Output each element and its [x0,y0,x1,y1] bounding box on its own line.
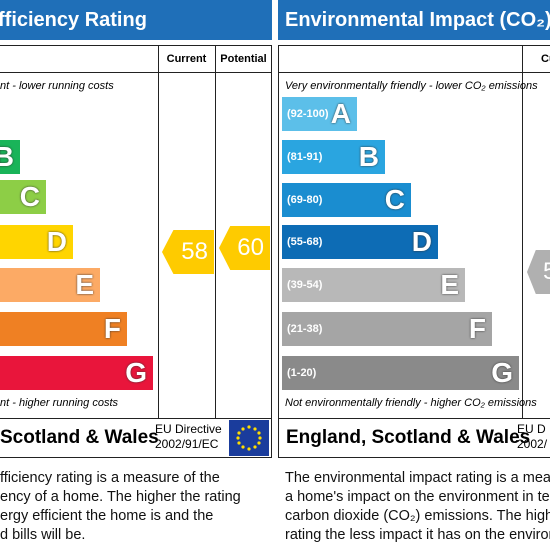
rating-band: (69-80) C [282,183,411,217]
band-letter: E [440,269,459,300]
rating-band: C [0,180,46,214]
band-letter: C [19,181,40,212]
band-letter: G [125,357,147,388]
band-range: (21-38) [287,323,323,335]
region: England, Scotland & Wales [286,427,531,448]
top-note: nt - lower running costs [0,80,114,92]
column-line [158,45,159,418]
row-line [0,72,272,73]
rating-band: G [0,356,153,390]
directive: 2002/ [517,437,548,451]
description-line: rating the less impact it has on the env… [285,527,550,543]
column-line [522,45,523,418]
rating-band: F [0,312,127,346]
description-line: d bills will be. [0,527,86,543]
band-letter: A [330,98,351,129]
rating-band: E [0,268,100,302]
rating-band: (55-68) D [282,225,438,259]
directive: 2002/91/EC [155,437,219,451]
description-line: ency of a home. The higher the rating [0,489,241,505]
column-header: Current [166,53,207,65]
band-range: (1-20) [287,367,317,379]
rating-band: (92-100) A [282,97,357,131]
rating-band: (21-38) F [282,312,492,346]
band-letter: B [358,141,379,172]
current-rating: 5 [527,250,550,294]
eu-flag [229,420,269,456]
column-header: Potential [220,53,267,65]
band-range: (92-100) [287,108,329,120]
directive: EU D [517,422,546,436]
column-line [215,45,216,418]
band-range: (69-80) [287,194,323,206]
band-letter: G [491,357,513,388]
column-header: Cur [541,53,550,65]
band-range: (81-91) [287,151,323,163]
directive: EU Directive [155,422,222,436]
band-letter: D [411,226,432,257]
potential-rating: 60 [219,226,270,270]
row-line [278,418,550,419]
band-letter: E [75,269,94,300]
title-bar: Environmental Impact (CO₂) Rati [278,0,550,40]
band-letter: F [103,313,121,344]
description-line: carbon dioxide (CO₂) emissions. The high… [285,508,550,524]
band-letter: D [46,226,67,257]
description-line: The environmental impact rating is a mea… [285,470,550,486]
band-range: (55-68) [287,236,323,248]
rating-band: (39-54) E [282,268,465,302]
description-line: a home's impact on the environment in te… [285,489,550,505]
row-line [278,72,550,73]
row-line [0,418,272,419]
description-line: ergy efficient the home is and the [0,508,214,524]
current-rating: 58 [162,230,214,274]
top-note: Very environmentally friendly - lower CO… [285,80,538,92]
title-bar: fficiency Rating [0,0,272,40]
bottom-note: nt - higher running costs [0,397,119,409]
band-letter: F [468,313,486,344]
rating-band: B [0,140,20,174]
description-line: fficiency rating is a measure of the [0,470,220,486]
rating-band: (1-20) G [282,356,519,390]
bottom-note: Not environmentally friendly - higher CO… [285,397,537,409]
band-letter: C [384,184,405,215]
band-range: (39-54) [287,279,323,291]
rating-band: (81-91) B [282,140,385,174]
table-frame [0,45,272,458]
region: Scotland & Wales [0,427,159,448]
table-frame [278,45,550,458]
rating-band: D [0,225,73,259]
band-letter: B [0,141,14,172]
